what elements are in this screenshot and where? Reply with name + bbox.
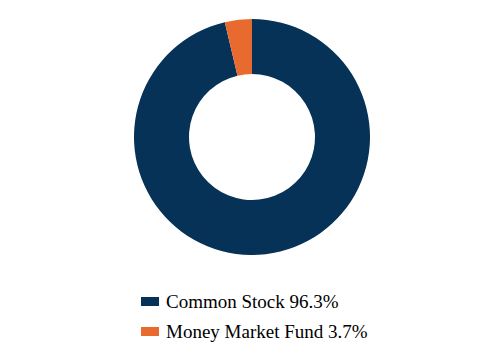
svg-text:Money Market Fund 3.7%: Money Market Fund 3.7% <box>166 321 368 342</box>
svg-text:Common Stock 96.3%: Common Stock 96.3% <box>166 291 339 312</box>
